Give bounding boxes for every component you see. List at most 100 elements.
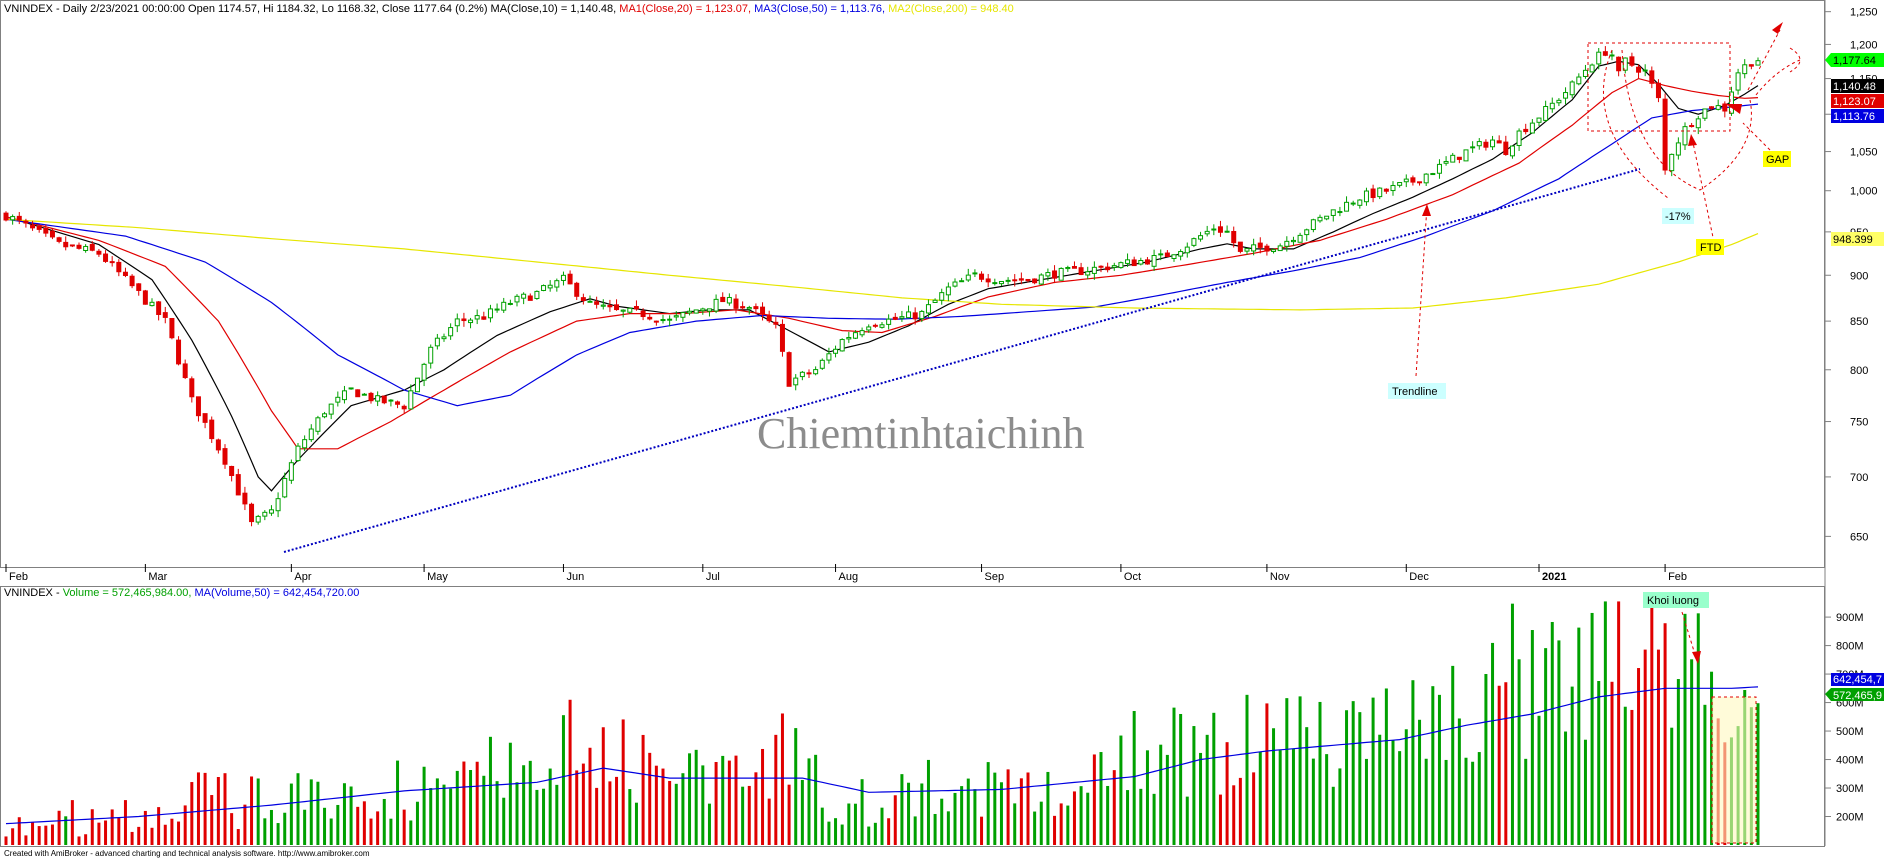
badge-ma10: 1,140.48 <box>1831 79 1884 93</box>
candle <box>182 359 188 380</box>
volume-axis: 200M300M400M500M600M700M800M900M <box>1836 612 1864 823</box>
candle <box>806 369 812 379</box>
candle <box>846 331 852 344</box>
volume-bar <box>1537 715 1541 845</box>
candle <box>587 295 593 303</box>
volume-bar <box>143 810 147 845</box>
volume-bar <box>707 803 711 845</box>
volume-bar <box>860 779 864 845</box>
candle <box>1589 63 1595 73</box>
candle <box>122 267 128 278</box>
volume-bar <box>1696 613 1700 845</box>
volume-bar <box>1258 751 1262 845</box>
candle <box>1470 141 1476 153</box>
volume-bar <box>1670 727 1674 845</box>
candle <box>229 465 235 482</box>
volume-bar <box>1484 674 1488 845</box>
volume-bar <box>1291 749 1295 845</box>
candle <box>434 333 440 350</box>
candle <box>620 309 626 318</box>
candle <box>1038 273 1044 285</box>
candle <box>1436 159 1442 179</box>
candle <box>614 299 620 311</box>
candle <box>454 313 460 333</box>
volume-bar <box>581 763 585 845</box>
volume-bar <box>648 752 652 845</box>
candle <box>1742 59 1748 79</box>
candle <box>799 370 805 381</box>
candle <box>640 308 646 321</box>
candle <box>1217 220 1223 237</box>
volume-bar <box>449 788 453 845</box>
candle <box>441 333 447 342</box>
volume-bar <box>1046 771 1050 845</box>
candle <box>1509 145 1515 159</box>
volume-bar <box>1179 713 1183 845</box>
candle <box>1616 56 1622 77</box>
candle <box>1237 241 1243 254</box>
volume-bar <box>867 826 871 845</box>
candle <box>1317 214 1323 223</box>
candle <box>1350 200 1356 207</box>
volume-bar <box>276 823 280 845</box>
candle <box>793 374 799 391</box>
x-tick-label: Jun <box>566 571 584 583</box>
volume-bar <box>1364 758 1368 845</box>
volume-bar <box>986 762 990 845</box>
volume-header: VNINDEX - Volume = 572,465,984.00, MA(Vo… <box>4 587 359 599</box>
candle <box>667 315 673 327</box>
cup-arc <box>1621 49 1752 191</box>
candle <box>315 415 321 435</box>
volume-tick-label: 300M <box>1836 783 1864 795</box>
candle <box>992 278 998 286</box>
volume-bar <box>588 747 592 845</box>
candle <box>1390 181 1396 196</box>
volume-bar <box>668 780 672 845</box>
volume-bar <box>349 786 353 845</box>
volume-bar <box>595 787 599 845</box>
volume-bar <box>1457 718 1461 845</box>
candle <box>580 293 586 305</box>
volume-bar <box>1404 729 1408 845</box>
volume-bar <box>1238 777 1242 845</box>
candle <box>10 214 16 225</box>
volume-bar <box>323 807 327 845</box>
candle <box>189 376 195 403</box>
x-tick-label: Apr <box>294 571 311 583</box>
candle <box>720 292 726 303</box>
candle <box>1310 218 1316 233</box>
volume-bar <box>926 759 930 845</box>
volume-bar <box>508 742 512 845</box>
candle <box>1602 46 1608 57</box>
candle <box>242 486 248 511</box>
volume-bar <box>382 798 386 845</box>
x-tick-label: Sep <box>985 571 1005 583</box>
volume-bar <box>1033 811 1037 845</box>
volume-bar <box>1139 788 1143 845</box>
badge-ma20: 1,123.07 <box>1831 94 1884 108</box>
volume-bar <box>535 789 539 845</box>
volume-bar <box>1411 680 1415 845</box>
volume-bar <box>522 765 526 845</box>
candle <box>235 468 241 496</box>
candle <box>96 248 102 257</box>
candle <box>1045 268 1051 281</box>
candle <box>1529 119 1535 134</box>
volume-bar <box>1199 752 1203 845</box>
candle <box>302 435 308 452</box>
candle <box>1722 101 1728 118</box>
candle <box>653 320 659 326</box>
candle <box>348 387 354 390</box>
x-tick-label: Oct <box>1124 571 1141 583</box>
volume-bar <box>1212 712 1216 845</box>
volume-bar <box>163 824 167 845</box>
volume-bar <box>130 831 134 845</box>
candle <box>1689 122 1695 128</box>
volume-bar <box>1086 792 1090 845</box>
volume-bar <box>641 734 645 845</box>
volume-bar <box>64 816 68 845</box>
candles <box>3 46 1761 527</box>
candle <box>142 289 148 305</box>
volume-bar <box>814 754 818 845</box>
